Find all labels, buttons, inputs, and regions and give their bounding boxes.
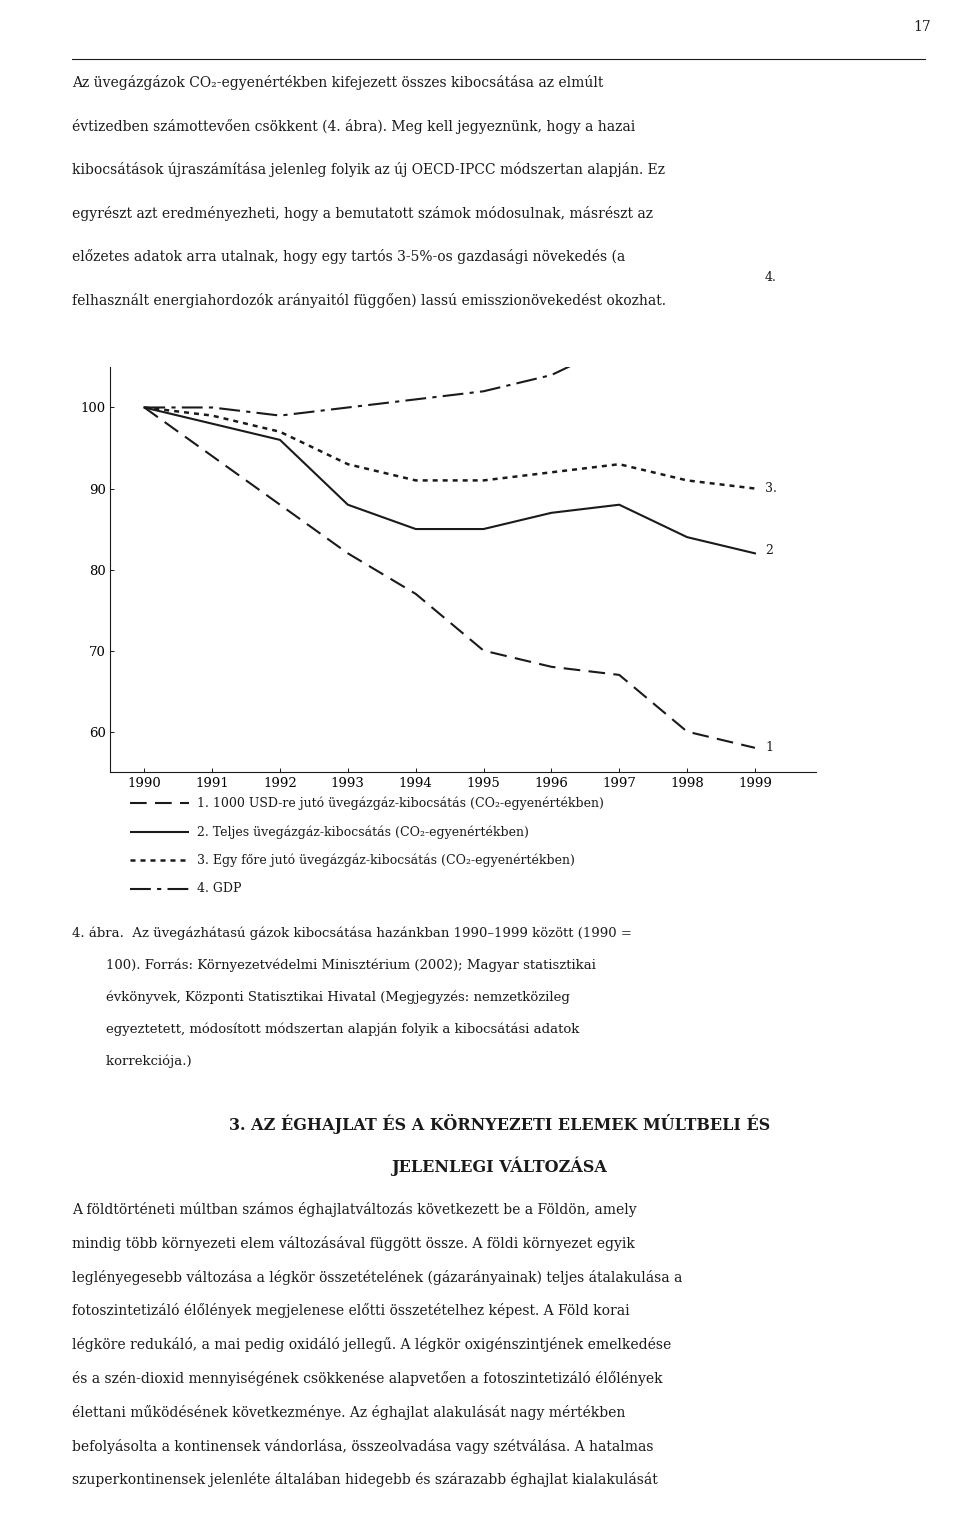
- Text: 100). Forrás: Környezetvédelmi Minisztérium (2002); Magyar statisztikai: 100). Forrás: Környezetvédelmi Minisztér…: [72, 959, 596, 972]
- Text: JELENLEGI VÁLTOZÁSA: JELENLEGI VÁLTOZÁSA: [392, 1157, 607, 1176]
- Text: évtizedben számottevően csökkent (4. ábra). Meg kell jegyeznünk, hogy a hazai: évtizedben számottevően csökkent (4. ábr…: [72, 119, 636, 135]
- Text: fotoszintetizáló élőlények megjelenese előtti összetételhez képest. A Föld korai: fotoszintetizáló élőlények megjelenese e…: [72, 1303, 630, 1318]
- Text: Az üvegázgázok CO₂-egyenértékben kifejezett összes kibocsátása az elmúlt: Az üvegázgázok CO₂-egyenértékben kifejez…: [72, 75, 604, 90]
- Text: 17: 17: [914, 20, 931, 34]
- Text: légköre redukáló, a mai pedig oxidáló jellegű. A légkör oxigénszintjének emelked: légköre redukáló, a mai pedig oxidáló je…: [72, 1338, 671, 1352]
- Text: évkönyvek, Központi Statisztikai Hivatal (Megjegyzés: nemzetközileg: évkönyvek, Központi Statisztikai Hivatal…: [72, 991, 570, 1005]
- Text: befolyásolta a kontinensek vándorlása, összeolvadása vagy szétválása. A hatalmas: befolyásolta a kontinensek vándorlása, ö…: [72, 1439, 654, 1454]
- Text: 1: 1: [765, 742, 773, 754]
- Text: egyrészt azt eredményezheti, hogy a bemutatott számok módosulnak, másrészt az: egyrészt azt eredményezheti, hogy a bemu…: [72, 206, 653, 222]
- Text: kibocsátások újraszámítása jelenleg folyik az új OECD-IPCC módszertan alapján. E: kibocsátások újraszámítása jelenleg foly…: [72, 162, 665, 177]
- Text: egyeztetett, módosított módszertan alapján folyik a kibocsátási adatok: egyeztetett, módosított módszertan alapj…: [72, 1023, 580, 1037]
- Text: mindig több környezeti elem változásával függött össze. A földi környezet egyik: mindig több környezeti elem változásával…: [72, 1235, 635, 1251]
- Text: 2: 2: [765, 544, 773, 558]
- Text: 3. Egy főre jutó üvegázgáz-kibocsátás (CO₂-egyenértékben): 3. Egy főre jutó üvegázgáz-kibocsátás (C…: [198, 853, 575, 867]
- Text: 1. 1000 USD-re jutó üvegázgáz-kibocsátás (CO₂-egyenértékben): 1. 1000 USD-re jutó üvegázgáz-kibocsátás…: [198, 797, 604, 810]
- Text: előzetes adatok arra utalnak, hogy egy tartós 3-5%-os gazdasági növekedés (a: előzetes adatok arra utalnak, hogy egy t…: [72, 249, 625, 265]
- Text: és a szén-dioxid mennyiségének csökkenése alapvetően a fotoszintetizáló élőlénye: és a szén-dioxid mennyiségének csökkenés…: [72, 1372, 662, 1385]
- Text: élettani működésének következménye. Az éghajlat alakulását nagy mértékben: élettani működésének következménye. Az é…: [72, 1405, 625, 1420]
- Text: szuperkontinensek jelenléte általában hidegebb és szárazabb éghajlat kialakulásá: szuperkontinensek jelenléte általában hi…: [72, 1472, 658, 1488]
- Text: korrekciója.): korrekciója.): [72, 1055, 192, 1069]
- Text: 4. ábra.  Az üvegázhátasú gázok kibocsátása hazánkban 1990–1999 között (1990 =: 4. ábra. Az üvegázhátasú gázok kibocsátá…: [72, 927, 632, 940]
- Text: 2. Teljes üvegázgáz-kibocsátás (CO₂-egyenértékben): 2. Teljes üvegázgáz-kibocsátás (CO₂-egye…: [198, 826, 529, 838]
- Text: 4. GDP: 4. GDP: [198, 882, 242, 896]
- Text: felhasznált energiahordozók arányaitól függően) lassú emisszionövekedést okozhat: felhasznált energiahordozók arányaitól f…: [72, 294, 666, 307]
- Text: 3.: 3.: [765, 482, 777, 495]
- Text: A földtörténeti múltban számos éghajlatváltozás következett be a Földön, amely: A földtörténeti múltban számos éghajlatv…: [72, 1202, 636, 1217]
- Text: 4.: 4.: [765, 271, 777, 284]
- Text: 3. AZ ÉGHAJLAT ÉS A KÖRNYEZETI ELEMEK MÚLTBELI ÉS: 3. AZ ÉGHAJLAT ÉS A KÖRNYEZETI ELEMEK MÚ…: [228, 1115, 770, 1135]
- Text: leglényegesebb változása a légkör összetételének (gázarányainak) teljes átalakul: leglényegesebb változása a légkör összet…: [72, 1269, 683, 1284]
